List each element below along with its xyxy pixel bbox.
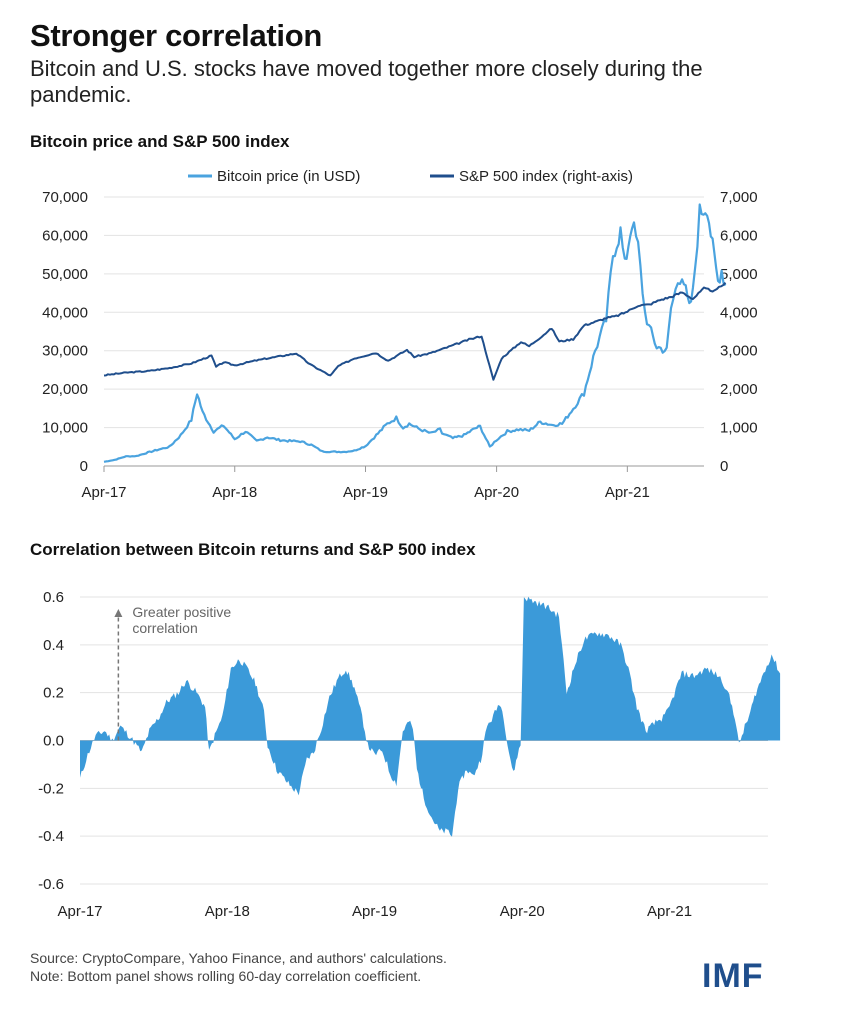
footnote: Note: Bottom panel shows rolling 60-day … xyxy=(30,968,422,984)
p1-left-tick-label: 50,000 xyxy=(42,266,88,283)
page-title: Stronger correlation xyxy=(30,18,322,53)
annotation-text: correlation xyxy=(132,620,197,636)
series-line-bitcoin xyxy=(103,203,727,463)
p2-x-tick-label: Apr-17 xyxy=(57,903,102,920)
p1-right-tick-label: 0 xyxy=(720,458,728,475)
p2-y-tick-label: 0.4 xyxy=(43,637,64,654)
p2-x-tick-label: Apr-18 xyxy=(205,903,250,920)
panel-1-title: Bitcoin price and S&P 500 index xyxy=(30,132,290,151)
p2-y-tick-label: 0.2 xyxy=(43,685,64,702)
p2-y-tick-label: 0.6 xyxy=(43,589,64,606)
p1-right-tick-label: 6,000 xyxy=(720,227,758,244)
p1-right-tick-label: 3,000 xyxy=(720,343,758,360)
p2-x-tick-label: Apr-20 xyxy=(500,903,545,920)
p2-y-tick-label: -0.6 xyxy=(38,876,64,893)
annotation-arrow-head xyxy=(114,608,123,617)
p1-right-tick-label: 4,000 xyxy=(720,304,758,321)
series-area-correlation xyxy=(80,596,781,837)
imf-logo: IMF xyxy=(702,957,764,995)
p2-x-tick-label: Apr-19 xyxy=(352,903,397,920)
p1-left-tick-label: 60,000 xyxy=(42,227,88,244)
panel-2-title: Correlation between Bitcoin returns and … xyxy=(30,540,476,559)
p2-y-tick-label: 0.0 xyxy=(43,733,64,750)
p2-y-tick-label: -0.4 xyxy=(38,828,64,845)
series-line-sp500 xyxy=(103,282,727,381)
annotation-text: Greater positive xyxy=(132,604,231,620)
legend-label-bitcoin: Bitcoin price (in USD) xyxy=(217,168,360,185)
p2-x-tick-label: Apr-21 xyxy=(647,903,692,920)
p1-left-tick-label: 20,000 xyxy=(42,381,88,398)
p1-right-tick-label: 1,000 xyxy=(720,420,758,437)
p1-x-tick-label: Apr-21 xyxy=(605,484,650,501)
p1-right-tick-label: 7,000 xyxy=(720,189,758,206)
p1-x-tick-label: Apr-20 xyxy=(474,484,519,501)
p1-left-tick-label: 40,000 xyxy=(42,304,88,321)
p1-x-tick-label: Apr-19 xyxy=(343,484,388,501)
source-note: Source: CryptoCompare, Yahoo Finance, an… xyxy=(30,950,447,966)
p1-left-tick-label: 0 xyxy=(80,458,88,475)
legend-label-sp500: S&P 500 index (right-axis) xyxy=(459,168,633,185)
p1-left-tick-label: 10,000 xyxy=(42,420,88,437)
p1-right-tick-label: 2,000 xyxy=(720,381,758,398)
p2-y-tick-label: -0.2 xyxy=(38,780,64,797)
p1-x-tick-label: Apr-18 xyxy=(212,484,257,501)
page-subtitle: Bitcoin and U.S. stocks have moved toget… xyxy=(30,56,703,107)
p1-left-tick-label: 30,000 xyxy=(42,343,88,360)
p1-left-tick-label: 70,000 xyxy=(42,189,88,206)
p1-x-tick-label: Apr-17 xyxy=(81,484,126,501)
p1-right-tick-label: 5,000 xyxy=(720,266,758,283)
